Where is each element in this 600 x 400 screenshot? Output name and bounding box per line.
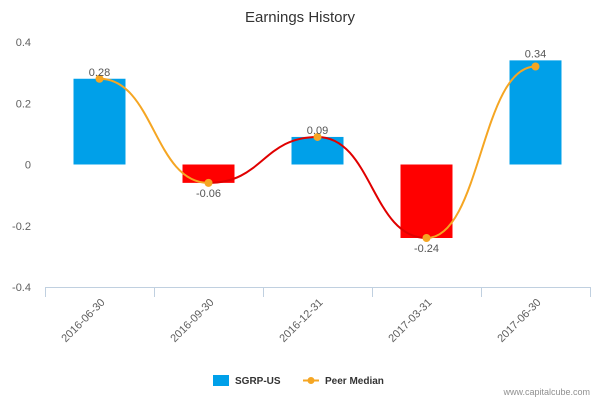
legend-label-sgrp[interactable]: SGRP-US <box>235 376 281 387</box>
peer-median-point <box>531 62 540 71</box>
legend[interactable]: SGRP-US Peer Median <box>213 375 384 387</box>
bar-data-label: 0.09 <box>307 125 328 137</box>
y-axis: 0.4 0.2 0 -0.2 -0.4 <box>12 37 31 294</box>
y-tick-label: 0.4 <box>16 37 31 49</box>
peer-median-line-segment <box>208 135 318 184</box>
bar <box>509 60 562 165</box>
peer-median-point <box>204 178 213 187</box>
peer-median-point <box>422 234 431 242</box>
x-axis: 2016-06-30 2016-09-30 2016-12-31 2017-03-31… <box>45 287 591 345</box>
peer-median-line-segment <box>317 135 427 239</box>
bar-data-label: -0.24 <box>414 243 439 255</box>
y-tick-label: 0.2 <box>16 98 31 110</box>
peer-median-line-segment <box>426 65 536 239</box>
chart-title: Earnings History <box>245 9 356 26</box>
legend-label-peer[interactable]: Peer Median <box>325 376 384 387</box>
x-tick-label: 2016-09-30 <box>168 297 216 345</box>
y-tick-label: -0.4 <box>12 282 31 294</box>
peer-median-point <box>313 132 322 141</box>
bar <box>400 164 453 238</box>
x-tick-label: 2017-03-31 <box>386 297 434 345</box>
data-labels: 0.28 -0.06 0.09 -0.24 0.34 <box>89 48 546 255</box>
peer-median-line-segment <box>99 77 209 184</box>
x-tick-label: 2016-06-30 <box>59 297 107 345</box>
peer-median-series <box>95 62 540 242</box>
bar <box>182 164 235 183</box>
credit-text: www.capitalcube.com <box>502 387 590 397</box>
y-tick-label: -0.2 <box>12 221 31 233</box>
peer-median-point <box>95 74 104 83</box>
legend-marker-peer[interactable] <box>307 377 315 384</box>
x-tick-label: 2016-12-31 <box>277 297 325 345</box>
x-tick-label: 2017-06-30 <box>495 297 543 345</box>
bar-data-label: -0.06 <box>196 188 221 200</box>
bar-data-label: 0.34 <box>525 48 546 60</box>
bar-data-label: 0.28 <box>89 67 110 79</box>
legend-swatch-sgrp[interactable] <box>213 375 229 386</box>
bar-series <box>73 60 562 238</box>
y-tick-label: 0 <box>25 160 31 172</box>
bar <box>73 78 126 165</box>
